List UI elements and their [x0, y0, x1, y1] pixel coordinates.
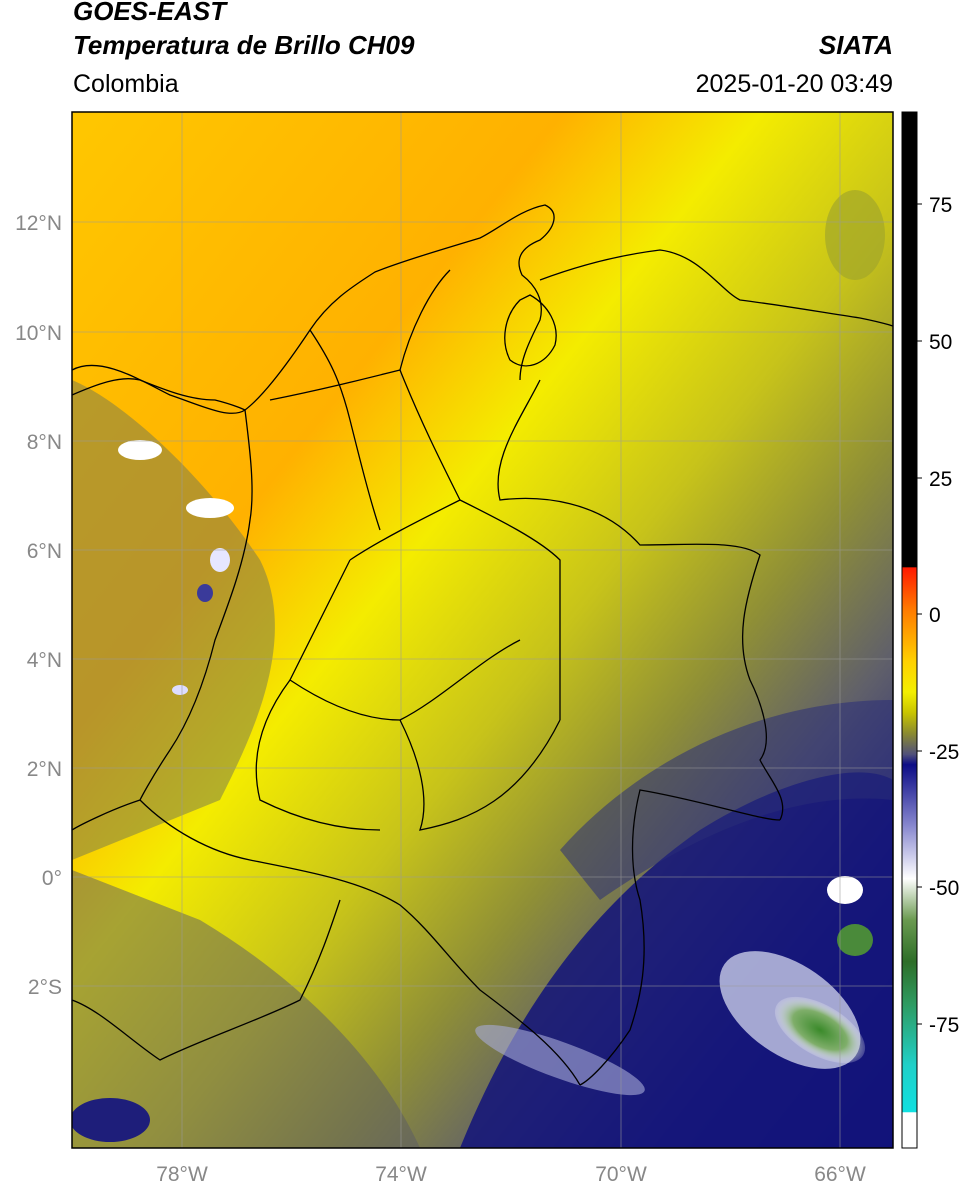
- lon-tick: 78°W: [156, 1163, 208, 1186]
- colorbar-tick: 0: [929, 604, 941, 627]
- lon-tick: 70°W: [595, 1163, 647, 1186]
- lat-tick: 12°N: [15, 212, 62, 235]
- colorbar-axis: 75 50 25 0 -25 -50 -75: [917, 194, 959, 1037]
- colorbar-tick: -50: [929, 877, 959, 900]
- org-label: SIATA: [818, 30, 893, 60]
- colorbar-tick: 50: [929, 331, 952, 354]
- lat-tick: 6°N: [27, 540, 62, 563]
- colorbar-tick: -25: [929, 741, 959, 764]
- map-frame: [71, 111, 894, 1149]
- lat-tick: 10°N: [15, 322, 62, 345]
- lat-tick: 8°N: [27, 431, 62, 454]
- brightness-temperature-field: [72, 112, 893, 1148]
- lat-tick: 0°: [42, 867, 62, 890]
- colorbar-tick: -75: [929, 1014, 959, 1037]
- colorbar: [901, 111, 918, 1149]
- colorbar-tick: 75: [929, 194, 952, 217]
- region-label: Colombia: [73, 70, 179, 98]
- lon-axis: 78°W 74°W 70°W 66°W: [156, 1163, 866, 1186]
- product-title: Temperatura de Brillo CH09: [73, 30, 415, 60]
- lat-tick: 2°S: [28, 976, 62, 999]
- datetime-label: 2025-01-20 03:49: [695, 70, 893, 98]
- satellite-title: GOES-EAST: [73, 0, 227, 26]
- graticule: [72, 112, 893, 1148]
- lat-tick: 4°N: [27, 649, 62, 672]
- country-borders: [72, 204, 893, 1086]
- lat-tick: 2°N: [27, 758, 62, 781]
- lon-tick: 66°W: [814, 1163, 866, 1186]
- lon-tick: 74°W: [375, 1163, 427, 1186]
- colorbar-tick: 25: [929, 468, 952, 491]
- lat-axis: 12°N 10°N 8°N 6°N 4°N 2°N 0° 2°S: [15, 212, 62, 999]
